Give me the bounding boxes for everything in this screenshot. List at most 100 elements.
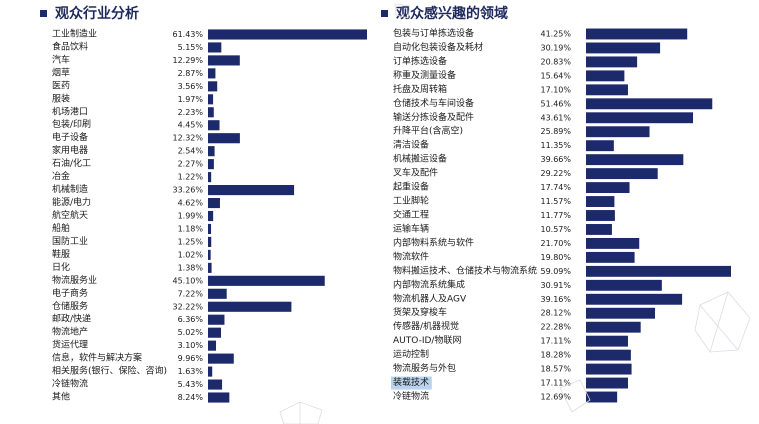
value-label: 8.24% (178, 393, 204, 402)
value-label: 19.80% (540, 253, 571, 262)
bar (586, 210, 615, 221)
bar (208, 81, 218, 92)
bar (208, 42, 222, 53)
category-label: 物流服务业 (52, 274, 97, 286)
value-label: 39.66% (540, 155, 571, 164)
industry-bar-chart: 工业制造业 61.43% 食品饮料 5.15% 汽车 12.29% 烟草 2.87% 医药 3.5… (52, 27, 367, 403)
value-label: 4.45% (178, 121, 204, 130)
category-label: 称重及测量设备 (393, 69, 456, 81)
value-label: 11.35% (540, 141, 571, 150)
bar (586, 182, 630, 194)
value-label: 17.74% (540, 183, 571, 192)
bar (208, 197, 220, 209)
category-label: 工业制造业 (52, 27, 97, 39)
interest-bar-chart: 包装与订单拣选设备 41.25% 自动化包装设备及耗材 30.19% 订单拣选设备 20.… (391, 27, 731, 403)
category-label: 内部物料系统与软件 (393, 236, 474, 248)
bar (586, 196, 615, 207)
category-label: 订单拣选设备 (393, 55, 447, 67)
bar (586, 140, 614, 152)
title-marker (381, 9, 388, 17)
value-label: 10.57% (540, 225, 571, 234)
value-label: 43.61% (540, 113, 571, 122)
bar (208, 327, 221, 338)
value-label: 12.32% (172, 134, 203, 143)
category-label: 托盘及周转箱 (393, 83, 447, 95)
category-label: 冷链物流 (393, 390, 429, 402)
value-label: 17.11% (540, 379, 571, 388)
category-label: 仓储服务 (52, 300, 88, 312)
value-label: 29.22% (540, 169, 571, 178)
bar (208, 107, 214, 118)
value-label: 2.27% (178, 160, 204, 169)
bar (586, 377, 628, 389)
bar (208, 366, 213, 377)
bar (586, 154, 684, 166)
bar (208, 159, 214, 170)
value-label: 2.23% (178, 108, 204, 117)
category-label: 鞋服 (52, 248, 70, 260)
value-label: 45.10% (172, 276, 203, 285)
category-label: 其他 (52, 391, 70, 403)
value-label: 61.43% (172, 30, 203, 39)
chart-title: 观众感兴趣的领域 (381, 3, 508, 23)
value-label: 3.56% (178, 82, 204, 91)
bar (586, 335, 628, 347)
bar (208, 223, 212, 235)
category-label: 邮政/快递 (52, 313, 91, 325)
bar (208, 249, 211, 260)
bar (208, 288, 227, 299)
bar (208, 55, 240, 66)
value-label: 30.19% (540, 43, 571, 52)
category-label: 包装/印刷 (52, 118, 91, 130)
category-label: 交通工程 (393, 209, 429, 221)
category-label: 仓储技术与车间设备 (393, 97, 474, 109)
bar (208, 236, 212, 247)
bar (208, 340, 217, 351)
value-label: 4.62% (178, 199, 204, 208)
category-label: 起重设备 (393, 181, 429, 193)
category-label: 内部物流系统集成 (393, 278, 465, 290)
category-label: 烟草 (52, 66, 70, 78)
category-label: 叉车及配件 (393, 167, 438, 179)
bar (208, 314, 225, 325)
category-label: AUTO-ID/物联网 (393, 334, 461, 346)
bar (586, 56, 638, 68)
category-label: 冷链物流 (52, 378, 88, 390)
value-label: 1.97% (178, 95, 204, 104)
category-label: 船舶 (52, 222, 70, 234)
category-label: 自动化包装设备及耗材 (393, 41, 483, 53)
bar (208, 94, 214, 105)
category-label: 物流服务与外包 (393, 362, 456, 374)
industry-analysis-panel: 观众行业分析 工业制造业 61.43% 食品饮料 5.15% 汽车 12.29% 烟草 2.8… (40, 6, 367, 403)
value-label: 12.69% (540, 393, 571, 402)
category-label: 日化 (52, 261, 70, 273)
value-label: 6.36% (178, 315, 204, 324)
bar (586, 279, 662, 291)
value-label: 17.11% (540, 337, 571, 346)
bar (586, 237, 640, 249)
category-label: 相关服务(银行、保险、咨询) (52, 365, 167, 377)
bar (208, 379, 223, 390)
value-label: 11.77% (540, 211, 571, 220)
category-label: 服装 (52, 92, 70, 104)
value-label: 1.63% (178, 367, 204, 376)
value-label: 1.22% (178, 173, 204, 182)
category-label: 输送分拣设备及配件 (393, 111, 474, 123)
category-label: 物流地产 (52, 326, 88, 338)
value-label: 17.10% (540, 85, 571, 94)
bar (586, 98, 713, 110)
bar (586, 126, 650, 138)
value-label: 20.83% (540, 57, 571, 66)
bar (586, 293, 683, 305)
bar (586, 391, 618, 403)
value-label: 25.89% (540, 127, 571, 136)
value-label: 51.46% (540, 99, 571, 108)
value-label: 1.18% (178, 224, 204, 233)
value-label: 2.54% (178, 147, 204, 156)
category-label: 清洁设备 (393, 139, 429, 151)
category-label: 物料搬运技术、仓储技术与物流系统 (393, 264, 537, 276)
value-label: 18.57% (540, 365, 571, 374)
value-label: 1.38% (178, 263, 204, 272)
category-label: 工业脚轮 (393, 195, 429, 207)
chart-title-text: 观众感兴趣的领域 (396, 6, 508, 22)
